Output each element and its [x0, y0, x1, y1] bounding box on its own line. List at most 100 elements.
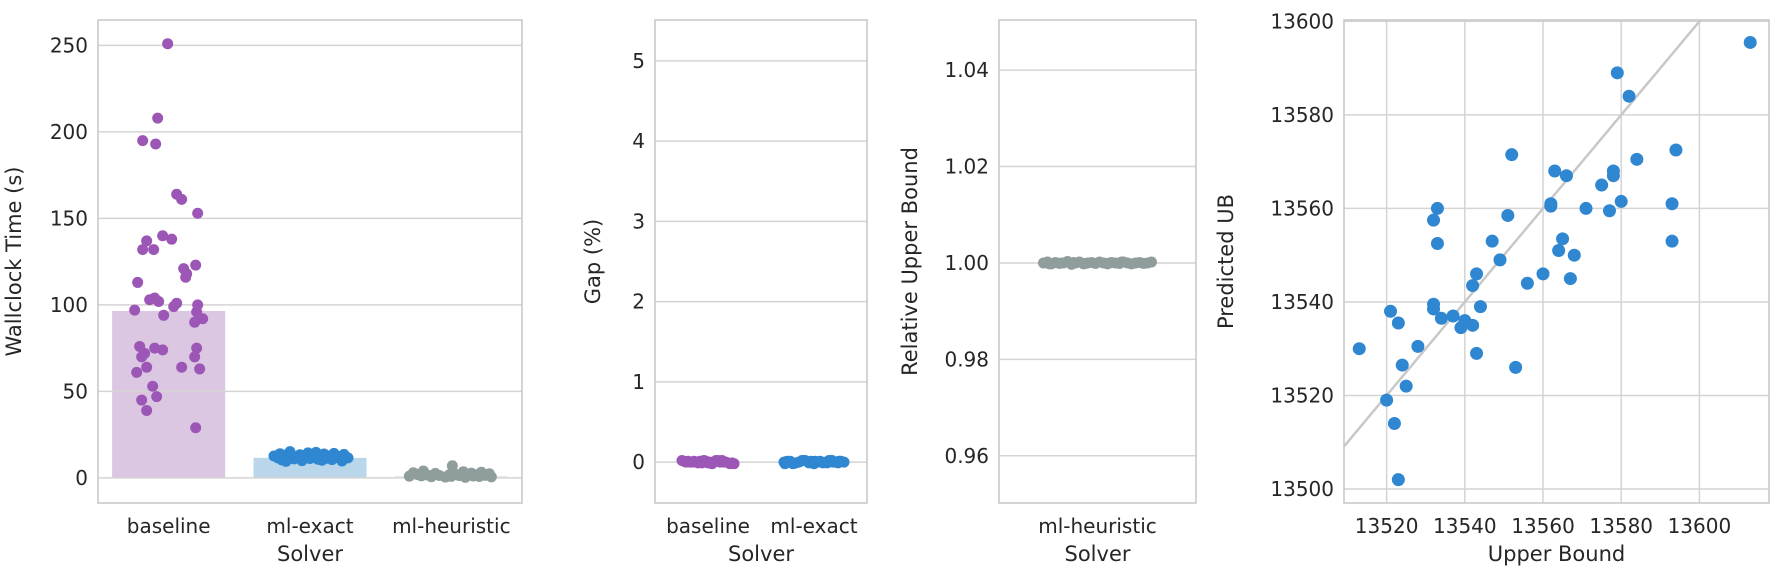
strip-point-ml-heuristic	[459, 471, 471, 483]
strip-point-ml-heuristic	[1068, 256, 1079, 268]
x-axis-label: Solver	[1065, 542, 1131, 566]
y-tick-label: 1.04	[944, 58, 989, 82]
scatter-point	[1520, 276, 1534, 290]
scatter-point	[1602, 204, 1616, 218]
scatter-point	[1411, 339, 1425, 353]
strip-point-baseline	[162, 38, 174, 50]
strip-point-baseline	[176, 193, 188, 205]
y-tick-label: 0	[75, 466, 88, 490]
y-tick-label: 13560	[1270, 196, 1334, 220]
y-tick-label: 0.96	[944, 444, 989, 468]
y-tick-label: 13580	[1270, 103, 1334, 127]
strip-point-baseline	[129, 304, 141, 316]
strip-point-ml-heuristic	[1080, 257, 1091, 269]
scatter-point	[1579, 201, 1593, 215]
y-tick-label: 4	[632, 129, 645, 153]
scatter-point	[1470, 267, 1484, 281]
strip-point-ml-exact	[336, 455, 348, 467]
panel-predicted-vs-upper-bound: 13500 13520 13540 13560 13580 13600 13520 13540…	[1214, 9, 1770, 566]
strip-point-baseline	[166, 233, 178, 245]
strip-point-baseline	[168, 301, 180, 313]
y-axis-label: Wallclock Time (s)	[2, 167, 26, 357]
scatter-point	[1387, 417, 1401, 431]
scatter-point	[1427, 213, 1441, 227]
scatter-point	[1559, 169, 1573, 183]
scatter-point	[1391, 473, 1405, 487]
category-label: baseline	[127, 514, 211, 538]
strip-point-baseline	[189, 351, 201, 363]
y-axis-label: Predicted UB	[1214, 194, 1238, 329]
y-tick-label: 13520	[1270, 383, 1334, 407]
scatter-point	[1427, 302, 1441, 316]
strip-point-baseline	[192, 207, 204, 219]
y-tick-label: 50	[63, 379, 88, 403]
strip-point-baseline	[157, 230, 169, 242]
strip-point-baseline	[189, 316, 201, 328]
scatter-point	[1352, 342, 1366, 356]
scatter-point	[1610, 66, 1624, 80]
strip-point-ml-heuristic	[1104, 257, 1115, 269]
strip-point-ml-heuristic	[446, 460, 458, 472]
strip-point-ml-exact	[785, 456, 797, 468]
strip-point-baseline	[157, 344, 169, 356]
y-tick-label: 0	[632, 450, 645, 474]
y-tick-label: 13540	[1270, 290, 1334, 314]
y-tick-label: 1.00	[944, 251, 989, 275]
strip-point-baseline	[131, 366, 143, 378]
y-tick-label: 3	[632, 209, 645, 233]
strip-point-baseline	[176, 361, 188, 373]
scatter-point	[1466, 318, 1480, 332]
x-tick-label: 13580	[1589, 514, 1653, 538]
bar-baseline	[112, 310, 226, 478]
scatter-point	[1430, 236, 1444, 250]
strip-point-ml-heuristic	[1116, 256, 1127, 268]
x-tick-label: 13600	[1668, 514, 1732, 538]
scatter-point	[1614, 194, 1628, 208]
y-tick-label: 100	[50, 293, 88, 317]
scatter-point	[1665, 197, 1679, 211]
strip-point-baseline	[136, 351, 148, 363]
strip-point-baseline	[151, 391, 163, 403]
x-axis-label: Upper Bound	[1488, 542, 1625, 566]
scatter-point	[1466, 279, 1480, 293]
strip-point-baseline	[136, 394, 148, 406]
strip-point-ml-exact	[280, 455, 292, 467]
strip-point-ml-heuristic	[1044, 258, 1055, 270]
strip-point-baseline	[714, 456, 726, 468]
strip-point-baseline	[158, 309, 170, 321]
scatter-point	[1473, 300, 1487, 314]
scatter-point	[1509, 360, 1523, 374]
panel-gap: 0 1 2 3 4 5 baseline ml-exact Solver Gap (%)	[581, 19, 868, 566]
identity-line	[1343, 19, 1702, 448]
strip-point-baseline	[148, 244, 160, 256]
x-axis-label: Solver	[277, 542, 343, 566]
y-tick-label: 200	[50, 120, 88, 144]
strip-point-ml-heuristic	[1056, 257, 1067, 269]
scatter-point	[1552, 244, 1566, 258]
scatter-point	[1395, 358, 1409, 372]
strip-point-baseline	[726, 457, 738, 469]
axes-frame	[97, 19, 523, 504]
strip-point-ml-heuristic	[485, 471, 497, 483]
scatter-point	[1665, 234, 1679, 248]
y-tick-label: 2	[632, 290, 645, 314]
strip-point-baseline	[190, 259, 202, 271]
scatter-point	[1606, 169, 1620, 183]
strip-point-baseline	[141, 404, 153, 416]
scatter-point	[1485, 234, 1499, 248]
strip-point-baseline	[144, 294, 156, 306]
x-tick-label: 13520	[1355, 514, 1419, 538]
scatter-point	[1430, 201, 1444, 215]
panel-wallclock: 0 50 100 150 200 250 baseline ml-exact ml-heuris…	[2, 19, 523, 566]
strip-point-ml-exact	[833, 455, 845, 467]
x-tick-label: 13540	[1433, 514, 1497, 538]
scatter-point	[1505, 148, 1519, 162]
axes-frame	[654, 19, 868, 504]
strip-point-baseline	[191, 342, 203, 354]
strip-point-baseline	[153, 295, 165, 307]
scatter-point	[1470, 346, 1484, 360]
axes-frame	[998, 19, 1197, 504]
strip-point-baseline	[194, 363, 206, 375]
